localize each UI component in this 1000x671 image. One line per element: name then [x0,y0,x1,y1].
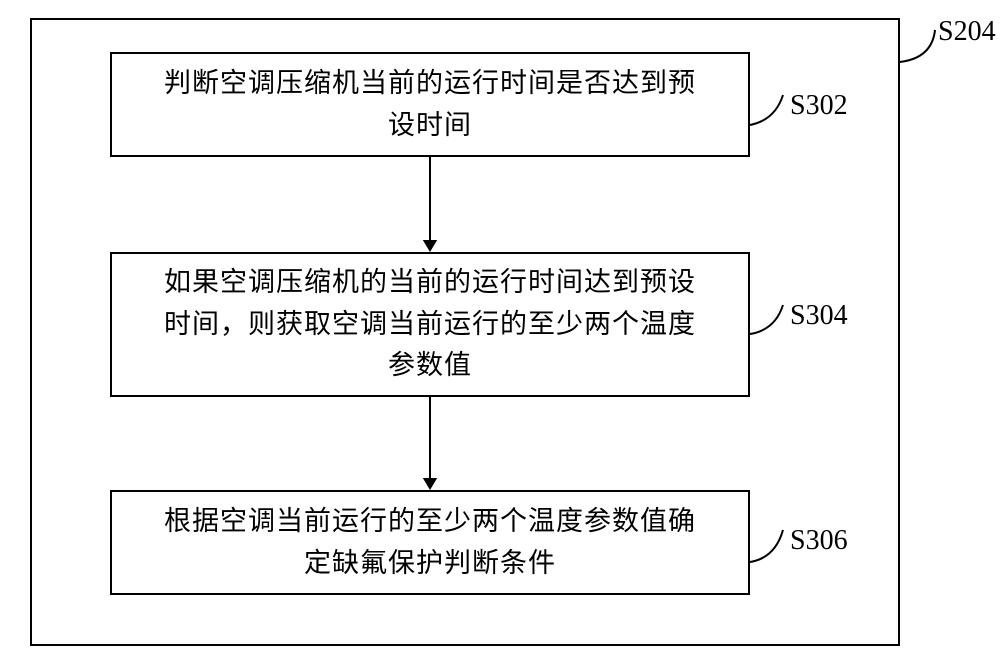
step-text-s306: 根据空调当前运行的至少两个温度参数值确定缺氟保护判断条件 [164,501,696,585]
step-text-s302: 判断空调压缩机当前的运行时间是否达到预设时间 [164,63,696,147]
step-box-s304: 如果空调压缩机的当前的运行时间达到预设时间，则获取空调当前运行的至少两个温度参数… [110,252,750,397]
step-label-s302: S302 [790,90,848,122]
step-text-s304: 如果空调压缩机的当前的运行时间达到预设时间，则获取空调当前运行的至少两个温度参数… [164,262,696,388]
outer-label: S204 [938,16,996,48]
step-label-s306: S306 [790,525,848,557]
step-box-s306: 根据空调当前运行的至少两个温度参数值确定缺氟保护判断条件 [110,490,750,595]
step-box-s302: 判断空调压缩机当前的运行时间是否达到预设时间 [110,52,750,157]
step-label-s304: S304 [790,300,848,332]
